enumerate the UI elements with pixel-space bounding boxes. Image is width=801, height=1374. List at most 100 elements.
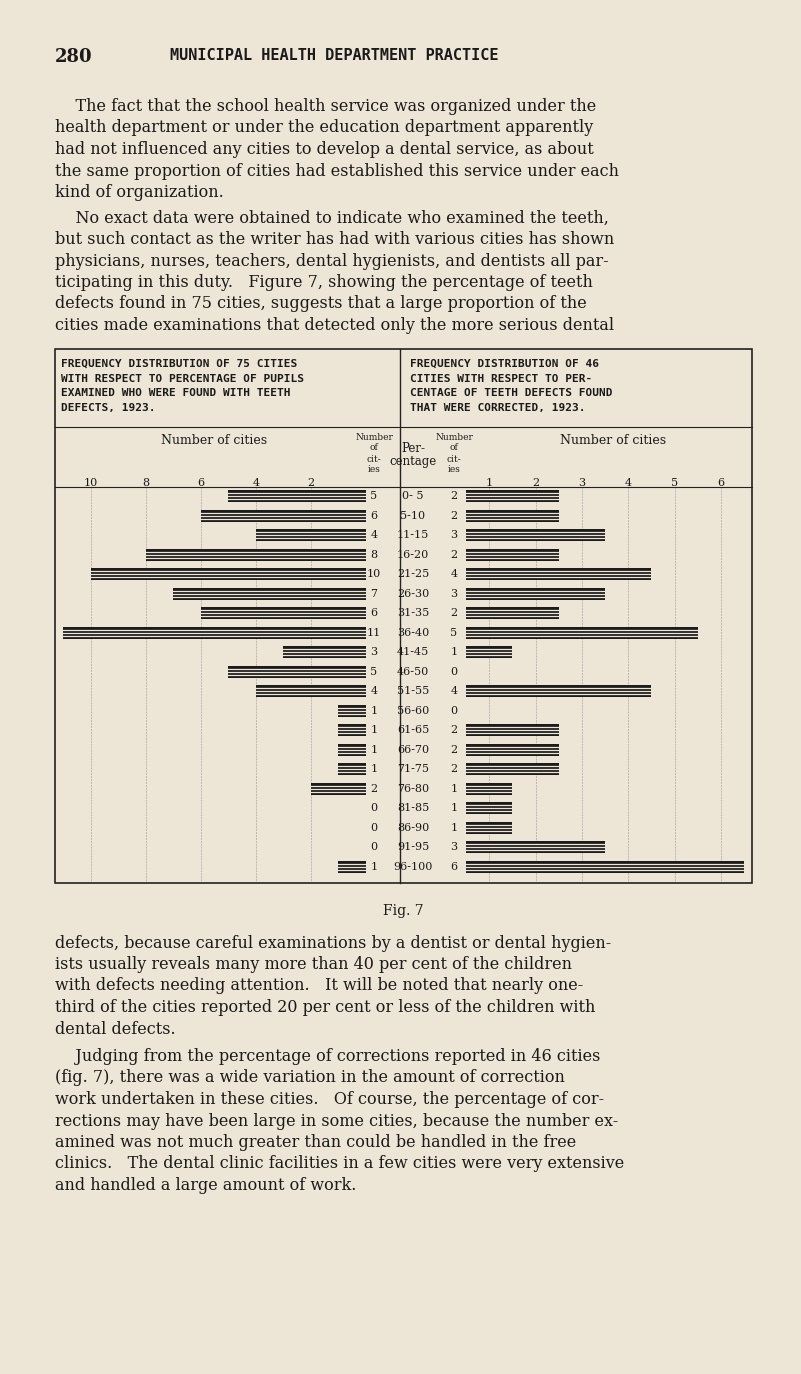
Bar	[466, 607, 558, 620]
Text: 5: 5	[671, 478, 678, 489]
Text: 0: 0	[370, 823, 377, 833]
Bar	[228, 491, 366, 502]
Text: 5: 5	[450, 628, 457, 638]
Text: Number of cities: Number of cities	[560, 434, 666, 448]
Text: 11-15: 11-15	[396, 530, 429, 540]
Text: 1: 1	[450, 804, 457, 813]
Text: 4: 4	[450, 569, 457, 580]
Text: defects found in 75 cities, suggests that a large proportion of the: defects found in 75 cities, suggests tha…	[55, 295, 587, 312]
Text: health department or under the education department apparently: health department or under the education…	[55, 120, 594, 136]
Text: 1: 1	[370, 725, 377, 735]
Text: third of the cities reported 20 per cent or less of the children with: third of the cities reported 20 per cent…	[55, 999, 595, 1015]
Text: 11: 11	[367, 628, 381, 638]
Text: and handled a large amount of work.: and handled a large amount of work.	[55, 1178, 356, 1194]
Text: 1: 1	[485, 478, 493, 489]
Text: 5: 5	[370, 666, 377, 677]
Text: 6: 6	[370, 609, 377, 618]
Bar	[466, 783, 513, 794]
Bar	[466, 724, 558, 736]
Text: clinics.   The dental clinic facilities in a few cities were very extensive: clinics. The dental clinic facilities in…	[55, 1156, 624, 1172]
Bar	[466, 529, 605, 541]
Text: 2: 2	[450, 764, 457, 775]
Text: kind of organization.: kind of organization.	[55, 184, 223, 201]
Text: 71-75: 71-75	[397, 764, 429, 775]
Text: the same proportion of cities had established this service under each: the same proportion of cities had establ…	[55, 162, 619, 180]
Bar	[256, 686, 366, 697]
Text: 91-95: 91-95	[396, 842, 429, 852]
Text: 280: 280	[55, 48, 93, 66]
Text: had not influenced any cities to develop a dental service, as about: had not influenced any cities to develop…	[55, 142, 594, 158]
Bar	[284, 646, 366, 658]
Text: 26-30: 26-30	[396, 588, 429, 599]
Text: 7: 7	[371, 588, 377, 599]
Text: 76-80: 76-80	[397, 783, 429, 794]
Text: with defects needing attention.   It will be noted that nearly one-: with defects needing attention. It will …	[55, 977, 583, 995]
Text: 2: 2	[450, 492, 457, 502]
Text: 3: 3	[370, 647, 377, 657]
Text: 6: 6	[450, 861, 457, 871]
Bar	[466, 510, 558, 522]
Text: 4: 4	[625, 478, 632, 489]
Bar	[173, 588, 366, 599]
Text: 4: 4	[370, 530, 377, 540]
Text: 61-65: 61-65	[396, 725, 429, 735]
Text: 2: 2	[450, 745, 457, 754]
Text: ies: ies	[368, 466, 380, 474]
Text: 46-50: 46-50	[396, 666, 429, 677]
Text: 21-25: 21-25	[396, 569, 429, 580]
Text: 0- 5: 0- 5	[402, 492, 424, 502]
Bar	[201, 510, 366, 522]
Text: 10: 10	[367, 569, 381, 580]
Text: 16-20: 16-20	[396, 550, 429, 559]
Bar	[63, 627, 366, 639]
Text: cit-: cit-	[447, 455, 461, 463]
Text: 8: 8	[370, 550, 377, 559]
Text: 2: 2	[450, 609, 457, 618]
Text: 2: 2	[308, 478, 315, 489]
Text: of: of	[369, 444, 378, 452]
Text: centage: centage	[389, 455, 437, 467]
Text: Number: Number	[355, 433, 393, 441]
Text: Number of cities: Number of cities	[162, 434, 268, 448]
Text: 1: 1	[370, 764, 377, 775]
Text: 0: 0	[450, 666, 457, 677]
Text: work undertaken in these cities.   Of course, the percentage of cor-: work undertaken in these cities. Of cour…	[55, 1091, 604, 1107]
Text: 1: 1	[450, 783, 457, 794]
Text: dental defects.: dental defects.	[55, 1021, 175, 1037]
Text: 1: 1	[370, 706, 377, 716]
Bar	[91, 569, 366, 580]
Bar	[146, 548, 366, 561]
Bar	[466, 548, 558, 561]
Text: CITIES WITH RESPECT TO PER-: CITIES WITH RESPECT TO PER-	[410, 374, 592, 383]
Text: cities made examinations that detected only the more serious dental: cities made examinations that detected o…	[55, 317, 614, 334]
Text: 4: 4	[252, 478, 260, 489]
Text: WITH RESPECT TO PERCENTAGE OF PUPILS: WITH RESPECT TO PERCENTAGE OF PUPILS	[61, 374, 304, 383]
Text: cit-: cit-	[367, 455, 381, 463]
Bar	[339, 724, 366, 736]
Text: 3: 3	[578, 478, 586, 489]
Text: No exact data were obtained to indicate who examined the teeth,: No exact data were obtained to indicate …	[55, 209, 609, 227]
Text: Judging from the percentage of corrections reported in 46 cities: Judging from the percentage of correctio…	[55, 1048, 601, 1065]
Bar	[228, 666, 366, 677]
Text: 96-100: 96-100	[393, 861, 433, 871]
Bar	[466, 861, 744, 872]
Text: ies: ies	[448, 466, 461, 474]
Text: 4: 4	[450, 686, 457, 697]
Text: 31-35: 31-35	[396, 609, 429, 618]
Text: 0: 0	[370, 804, 377, 813]
Text: 3: 3	[450, 842, 457, 852]
Bar	[339, 743, 366, 756]
Text: FREQUENCY DISTRIBUTION OF 46: FREQUENCY DISTRIBUTION OF 46	[410, 359, 599, 368]
Text: 6: 6	[717, 478, 724, 489]
Bar	[466, 764, 558, 775]
Text: 66-70: 66-70	[397, 745, 429, 754]
Text: (fig. 7), there was a wide variation in the amount of correction: (fig. 7), there was a wide variation in …	[55, 1069, 565, 1087]
Text: 5-10: 5-10	[400, 511, 425, 521]
Text: 86-90: 86-90	[396, 823, 429, 833]
Bar	[201, 607, 366, 620]
Text: ists usually reveals many more than 40 per cent of the children: ists usually reveals many more than 40 p…	[55, 956, 572, 973]
Text: 2: 2	[450, 725, 457, 735]
Text: amined was not much greater than could be handled in the free: amined was not much greater than could b…	[55, 1134, 576, 1151]
Bar	[466, 491, 558, 502]
Bar	[256, 529, 366, 541]
